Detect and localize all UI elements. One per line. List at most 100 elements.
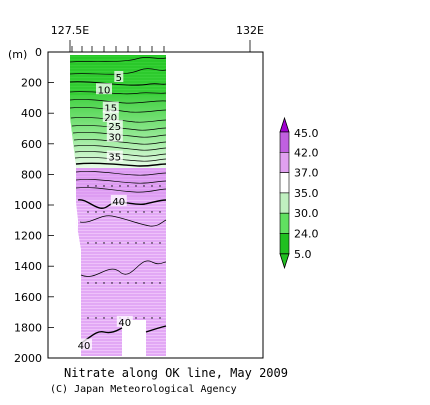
legend-swatch xyxy=(279,152,290,173)
contour-line xyxy=(74,151,167,157)
sample-dot xyxy=(111,211,113,213)
sample-dot xyxy=(95,282,97,284)
y-tick-label: 800 xyxy=(21,168,42,181)
y-tick-label: 600 xyxy=(21,138,42,151)
y-tick-label: 2000 xyxy=(14,352,42,365)
contour-line xyxy=(69,99,167,104)
legend-swatch xyxy=(279,212,290,234)
sample-dot xyxy=(103,242,105,244)
legend-swatch xyxy=(279,172,290,194)
contour-label-bg xyxy=(102,101,119,113)
sample-dot xyxy=(111,242,113,244)
sample-dot xyxy=(135,211,137,213)
contour-line xyxy=(73,145,167,151)
contour-label-bg xyxy=(106,119,123,131)
sample-dot xyxy=(119,242,121,244)
contour-label: 25 xyxy=(108,122,121,133)
contour-line xyxy=(70,117,167,123)
sample-dot xyxy=(151,185,153,187)
sample-dot xyxy=(143,282,145,284)
y-axis-label: (m) xyxy=(8,48,27,61)
contour-label: 15 xyxy=(104,104,117,115)
legend-level-label: 37.0 xyxy=(294,167,319,180)
sample-dot xyxy=(151,282,153,284)
sample-dot xyxy=(103,185,105,187)
legend-arrow-top xyxy=(279,116,290,133)
sample-dot xyxy=(151,211,153,213)
sample-dot xyxy=(95,211,97,213)
chart-credit: (C) Japan Meteorological Agency xyxy=(50,384,237,395)
contour-label: 10 xyxy=(98,85,111,96)
sample-dot xyxy=(143,185,145,187)
sample-dot xyxy=(127,185,129,187)
sample-dot xyxy=(127,211,129,213)
legend-colorbar: 45.0 42.0 37.0 35.0 30.0 24.0 5.0 xyxy=(279,116,319,270)
sample-dot xyxy=(87,242,89,244)
contour-line xyxy=(80,260,167,277)
x-tick-label: 132E xyxy=(236,24,264,37)
sample-dot xyxy=(87,211,89,213)
contour-label-bg xyxy=(102,110,119,122)
station-ticks xyxy=(71,46,165,52)
sample-dot xyxy=(135,185,137,187)
y-axis: 0 200 400 600 800 1000 1200 1400 1600 1800 2000 xyxy=(14,46,54,365)
legend-level-label: 42.0 xyxy=(294,146,319,159)
sample-dot xyxy=(159,317,161,319)
y-tick-label: 400 xyxy=(21,107,42,120)
contour-line xyxy=(74,157,167,162)
contour-line xyxy=(75,179,167,184)
sample-dot xyxy=(103,211,105,213)
y-tick-label: 200 xyxy=(21,77,42,90)
contour-line xyxy=(72,132,167,138)
sample-dot xyxy=(95,185,97,187)
contour-line-bold xyxy=(80,327,123,344)
sampling-dots xyxy=(87,185,161,319)
contour-label: 40 xyxy=(78,341,91,352)
sample-dot xyxy=(127,282,129,284)
sample-dot xyxy=(135,242,137,244)
contour-line xyxy=(75,187,167,193)
contour-label: 20 xyxy=(104,113,117,124)
y-tick-label: 1600 xyxy=(14,291,42,304)
contour-label-bg xyxy=(76,338,92,350)
sample-dot xyxy=(95,242,97,244)
x-tick-label: 127.5E xyxy=(51,24,89,37)
contour-label-bg xyxy=(106,150,123,162)
contour-label-bg xyxy=(106,130,123,142)
contour-line xyxy=(75,171,167,176)
sample-dot xyxy=(151,242,153,244)
contour-line-bold xyxy=(75,162,167,167)
sample-dot xyxy=(95,317,97,319)
sample-dot xyxy=(87,317,89,319)
sample-dot xyxy=(135,317,137,319)
contour-line xyxy=(69,68,167,75)
sample-dot xyxy=(135,282,137,284)
contour-label: 30 xyxy=(108,133,121,144)
contour-label-bg xyxy=(110,194,127,206)
transition-band xyxy=(76,168,166,198)
legend-level-label: 45.0 xyxy=(294,127,319,140)
missing-data-edge xyxy=(70,118,81,356)
y-tick-label: 1800 xyxy=(14,321,42,334)
y-tick-label: 1400 xyxy=(14,260,42,273)
sample-dot xyxy=(143,317,145,319)
legend-level-label: 5.0 xyxy=(294,248,312,261)
contour-line xyxy=(69,91,167,95)
sample-dot xyxy=(159,185,161,187)
sample-dot xyxy=(87,185,89,187)
sample-dot xyxy=(111,185,113,187)
sample-dot xyxy=(159,242,161,244)
deep-water-region xyxy=(76,168,166,356)
contour-line xyxy=(79,215,167,227)
sample-dot xyxy=(143,242,145,244)
sample-dot xyxy=(151,317,153,319)
contour-label-bg xyxy=(114,71,124,83)
sample-dot xyxy=(159,211,161,213)
y-tick-label: 1000 xyxy=(14,199,42,212)
contour-line xyxy=(69,81,167,86)
legend-swatch xyxy=(279,192,290,214)
legend-level-label: 30.0 xyxy=(294,207,319,220)
sample-dot xyxy=(127,242,129,244)
